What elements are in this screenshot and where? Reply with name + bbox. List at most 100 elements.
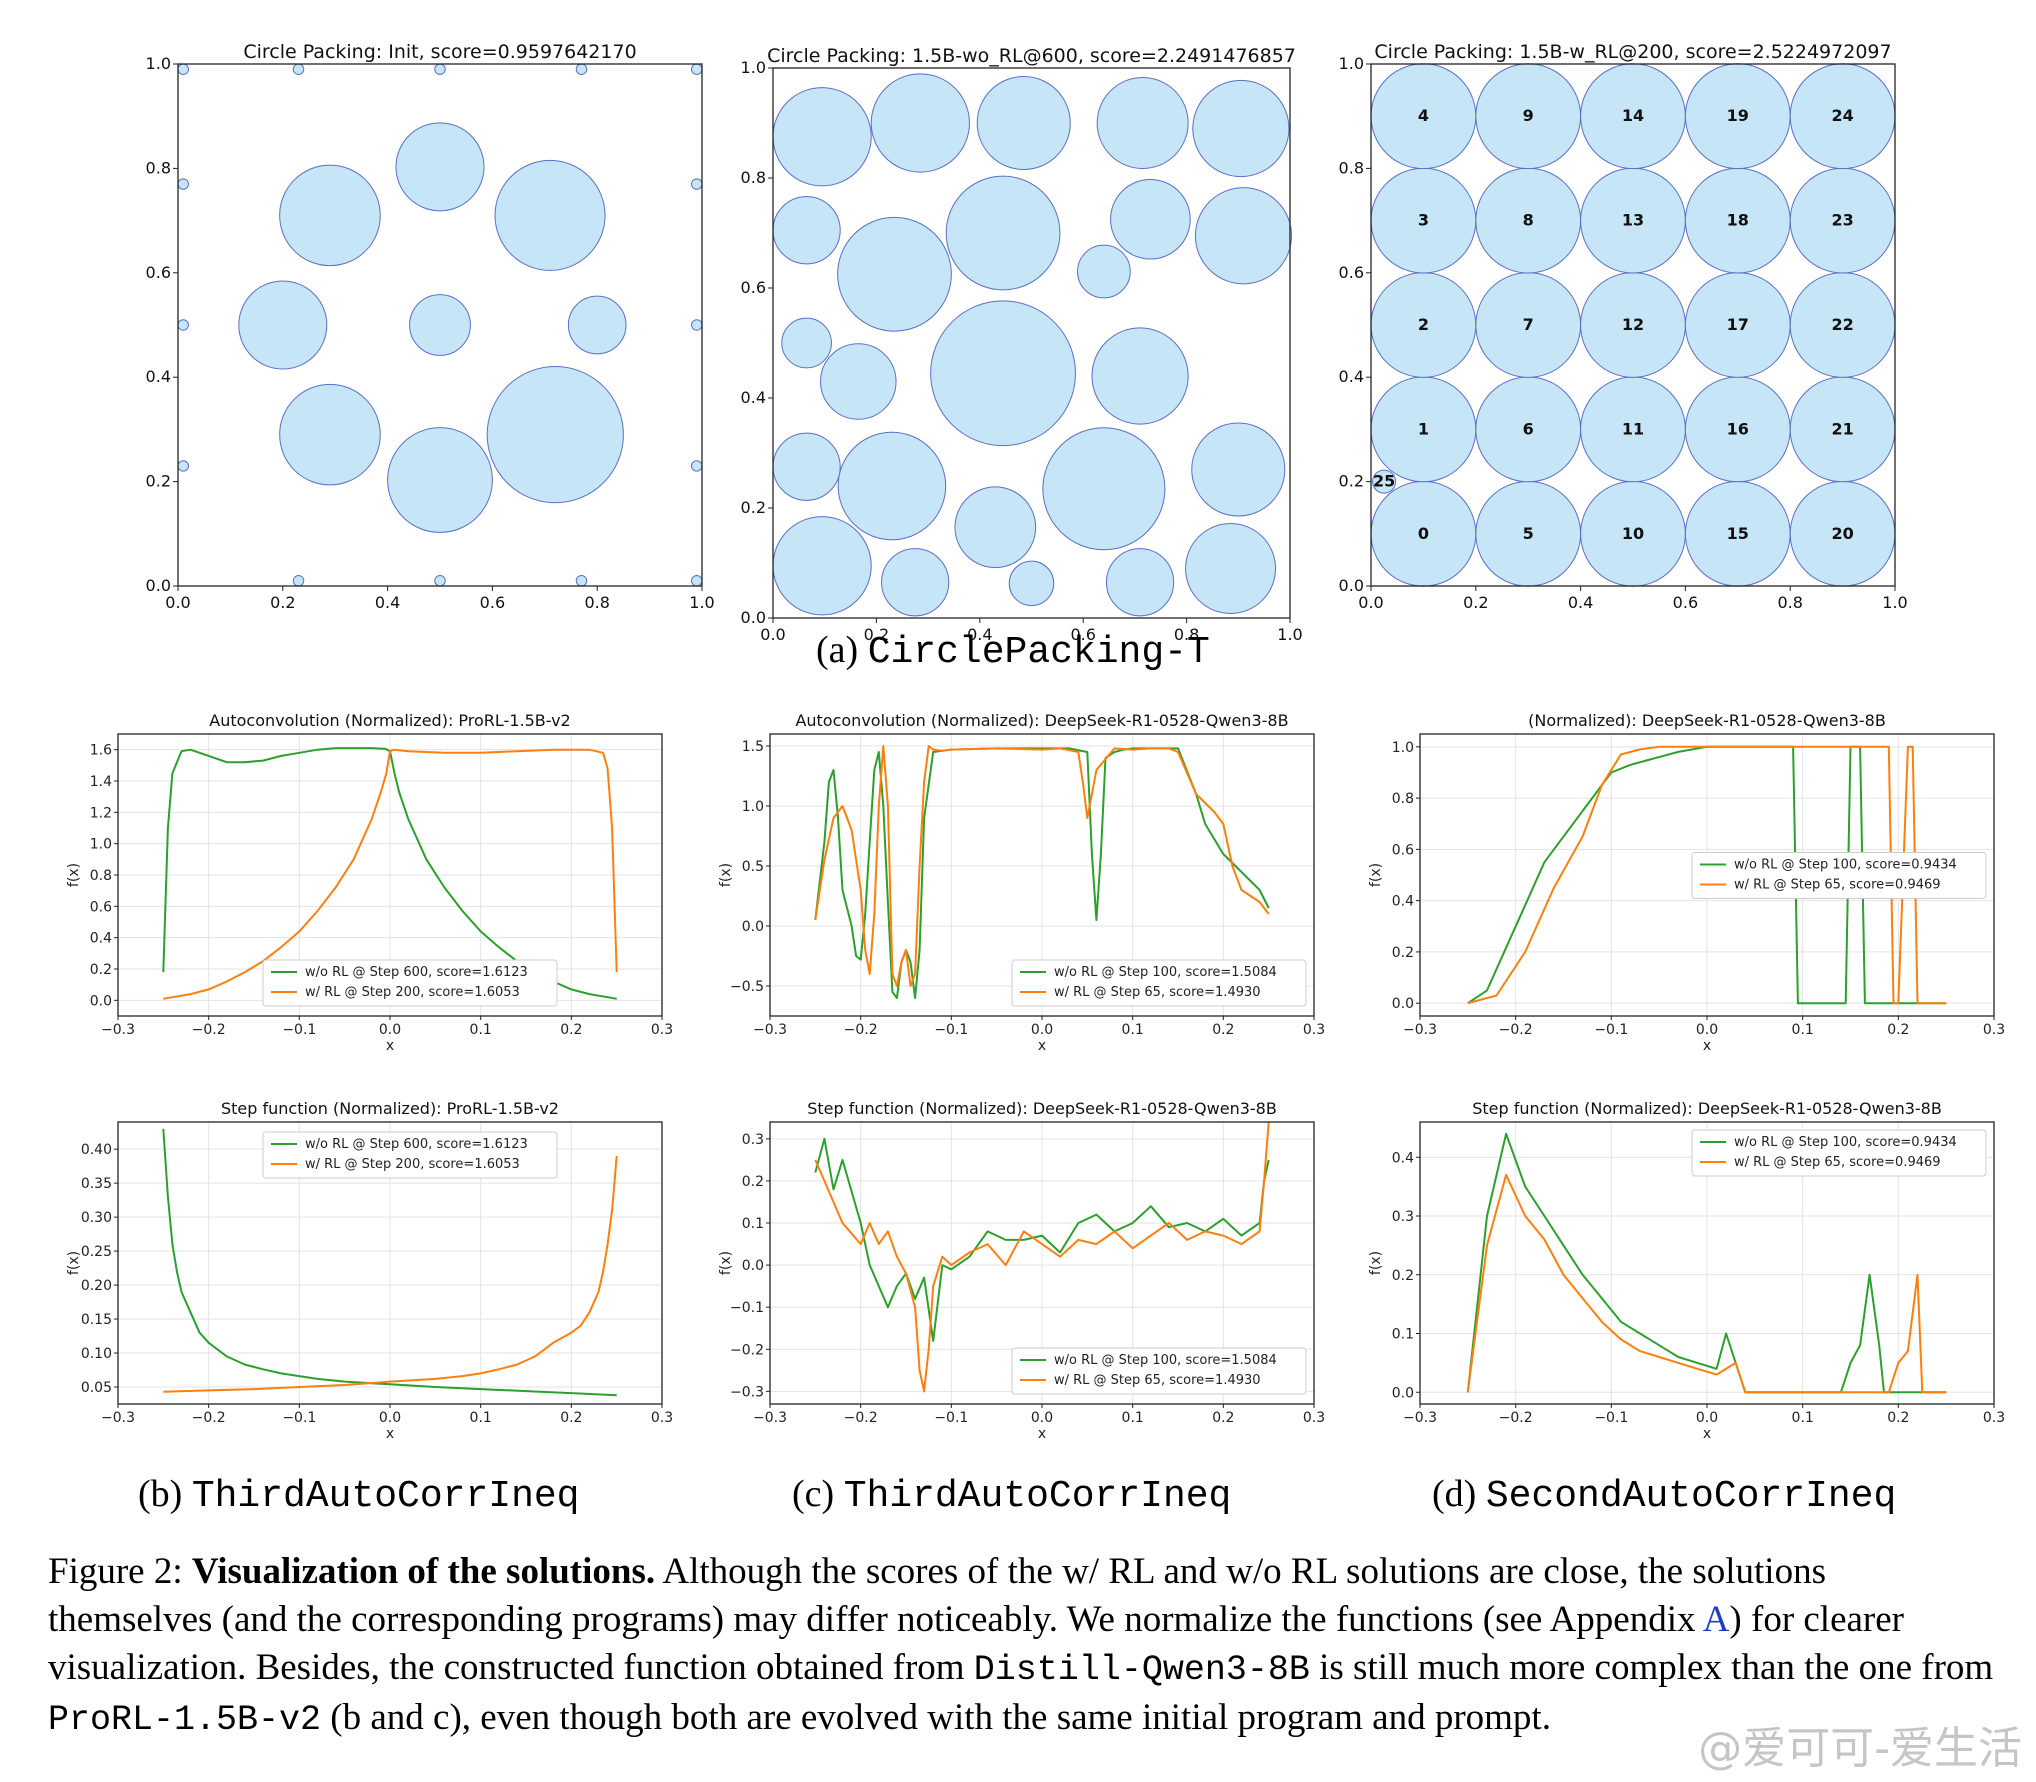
x-tick-label: −0.1 <box>1594 1410 1628 1426</box>
circles <box>177 63 703 587</box>
circle <box>1096 77 1189 169</box>
y-tick-label: 0.1 <box>742 1216 764 1232</box>
x-tick-label: 0.2 <box>1463 593 1488 612</box>
x-tick-label: 0.1 <box>1122 1022 1144 1038</box>
circle-label: 6 <box>1523 419 1534 438</box>
plot-frame <box>1419 1121 1995 1405</box>
y-tick-label: 0.10 <box>81 1346 112 1362</box>
y-tick-label: 0.8 <box>90 868 112 884</box>
y-tick-label: 0.3 <box>1392 1209 1414 1225</box>
x-axis-label: x <box>1038 1038 1046 1054</box>
x-tick-label: −0.1 <box>282 1022 316 1038</box>
circle-label: 8 <box>1523 211 1534 230</box>
circle-label: 3 <box>1418 211 1429 230</box>
y-tick-label: 0.25 <box>81 1244 112 1260</box>
circle <box>434 575 446 587</box>
circle <box>177 319 189 331</box>
x-tick-label: 0.0 <box>1358 593 1383 612</box>
y-tick-label: 0.2 <box>741 498 766 517</box>
circle-label: 5 <box>1523 524 1534 543</box>
circle-label: 11 <box>1622 419 1644 438</box>
plot-title: Circle Packing: Init, score=0.9597642170 <box>243 41 636 63</box>
legend-entry: w/o RL @ Step 100, score=0.9434 <box>1734 1135 1957 1150</box>
plot-title: Circle Packing: 1.5B-w_RL@200, score=2.5… <box>1374 41 1891 63</box>
legend-box <box>1011 959 1307 1007</box>
x-tick-label: −0.1 <box>934 1410 968 1426</box>
circle <box>238 280 328 370</box>
y-tick-label: 0.05 <box>81 1380 112 1396</box>
figure-number: Figure 2: <box>48 1551 183 1592</box>
subcaption-a: (a) CirclePacking-T <box>816 629 1210 674</box>
y-tick-label: 0.2 <box>90 962 112 978</box>
x-tick-label: 0.8 <box>1777 593 1802 612</box>
x-tick-label: −0.2 <box>192 1022 226 1038</box>
legend-box <box>1691 851 1987 899</box>
circle <box>292 575 305 587</box>
y-tick-label: 0.2 <box>146 472 171 491</box>
x-tick-label: 0.2 <box>1887 1410 1909 1426</box>
step-function-deepseek-plot-d: Step function (Normalized): DeepSeek-R1-… <box>1368 1099 2005 1442</box>
x-tick-label: 0.0 <box>1031 1410 1053 1426</box>
plot-frame <box>772 67 1291 619</box>
x-tick-label: 0.1 <box>1792 1022 1814 1038</box>
circle-label: 23 <box>1831 211 1853 230</box>
circle <box>772 516 872 616</box>
legend: w/o RL @ Step 100, score=1.5084 w/ RL @ S… <box>1011 959 1307 1007</box>
y-tick-label: 0.0 <box>1392 996 1414 1012</box>
y-tick-label: 1.0 <box>1339 54 1364 73</box>
circle <box>395 122 485 212</box>
x-tick-label: −0.1 <box>934 1022 968 1038</box>
plot-title: Step function (Normalized): DeepSeek-R1-… <box>1472 1099 1942 1118</box>
series-line-wo-rl <box>162 1128 617 1397</box>
y-tick-label: 0.6 <box>1339 263 1364 282</box>
legend-entry: w/ RL @ Step 65, score=0.9469 <box>1734 1155 1941 1170</box>
y-axis-label: f(x) <box>718 863 734 887</box>
circle-label: 21 <box>1831 419 1853 438</box>
circle <box>930 300 1076 447</box>
y-tick-label: 0.0 <box>741 608 766 627</box>
legend-entry: w/o RL @ Step 600, score=1.6123 <box>305 965 528 980</box>
y-tick-label: 1.2 <box>90 805 112 821</box>
y-tick-label: 0.35 <box>81 1176 112 1192</box>
appendix-link[interactable]: A <box>1702 1599 1730 1640</box>
plot-title: Autoconvolution (Normalized): ProRL-1.5B… <box>209 711 570 730</box>
y-tick-label: 0.6 <box>741 278 766 297</box>
circle <box>575 63 588 75</box>
y-tick-label: 0.30 <box>81 1210 112 1226</box>
x-axis-label: x <box>386 1426 394 1442</box>
series-line-w-rl <box>814 1121 1270 1393</box>
y-tick-label: 0.6 <box>146 263 171 282</box>
circle <box>691 319 703 331</box>
circle-label: 12 <box>1622 315 1644 334</box>
circle-label: 1 <box>1418 419 1429 438</box>
x-axis-label: x <box>386 1038 394 1054</box>
circle <box>279 383 381 486</box>
circle <box>177 178 189 190</box>
autoconvolution-deepseek-plot-d: (Normalized): DeepSeek-R1-0528-Qwen3-8B −… <box>1368 711 2005 1054</box>
x-tick-label: 0.3 <box>1983 1410 2005 1426</box>
x-tick-label: 0.3 <box>1303 1022 1325 1038</box>
x-tick-label: 0.8 <box>1174 625 1199 644</box>
series-line-w-rl <box>163 1155 618 1393</box>
y-tick-label: 1.5 <box>742 739 764 755</box>
x-tick-label: 0.1 <box>1792 1410 1814 1426</box>
series-line-wo-rl <box>1466 1132 1947 1394</box>
x-tick-label: 0.1 <box>470 1410 492 1426</box>
circle <box>387 427 493 533</box>
y-tick-label: 0.4 <box>1392 894 1414 910</box>
y-tick-label: 0.2 <box>1392 945 1414 961</box>
plot-frame <box>117 733 663 1017</box>
x-tick-label: 0.6 <box>1070 625 1095 644</box>
series-line-w-rl <box>163 748 618 1000</box>
circle-label: 25 <box>1373 472 1395 491</box>
y-tick-label: 0.4 <box>146 367 171 386</box>
legend-entry: w/o RL @ Step 600, score=1.6123 <box>305 1137 528 1152</box>
y-tick-label: 1.0 <box>146 54 171 73</box>
circle-label: 2 <box>1418 315 1429 334</box>
x-tick-label: −0.3 <box>1403 1022 1437 1038</box>
circle <box>691 575 703 587</box>
x-tick-label: 0.4 <box>1568 593 1593 612</box>
y-axis-label: f(x) <box>66 863 82 887</box>
figure-caption: Figure 2: Visualization of the solutions… <box>48 1551 1994 1740</box>
y-tick-label: 0.0 <box>146 576 171 595</box>
